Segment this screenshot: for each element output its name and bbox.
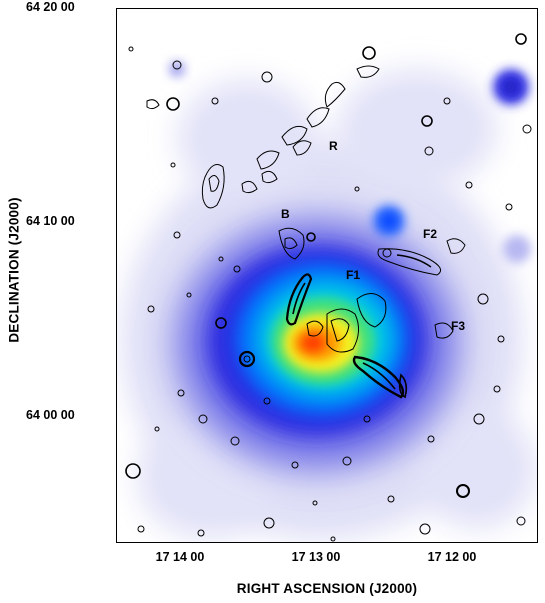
region-label-f3: F3 xyxy=(451,319,465,333)
region-label-f1: F1 xyxy=(346,268,360,282)
radio-contours xyxy=(125,33,532,542)
y-tick-label: 64 00 00 xyxy=(26,408,75,422)
y-tick-label: 64 10 00 xyxy=(26,214,75,228)
x-tick-label: 17 14 00 xyxy=(155,550,205,564)
y-axis-title: DECLINATION (J2000) xyxy=(6,197,22,343)
sky-map-image: R B F1 F2 F3 xyxy=(116,8,538,543)
region-label-b: B xyxy=(281,207,290,221)
x-axis-title: RIGHT ASCENSION (J2000) xyxy=(236,581,418,596)
region-label-r: R xyxy=(329,139,338,153)
xray-emission xyxy=(122,61,537,539)
region-labels: R B F1 F2 F3 xyxy=(281,139,465,333)
region-label-f2: F2 xyxy=(423,227,437,241)
x-tick-label: 17 12 00 xyxy=(427,550,477,564)
x-tick-label: 17 13 00 xyxy=(291,550,341,564)
y-tick-label: 64 20 00 xyxy=(26,0,75,14)
xray-radio-overlay: R B F1 F2 F3 xyxy=(122,33,537,542)
